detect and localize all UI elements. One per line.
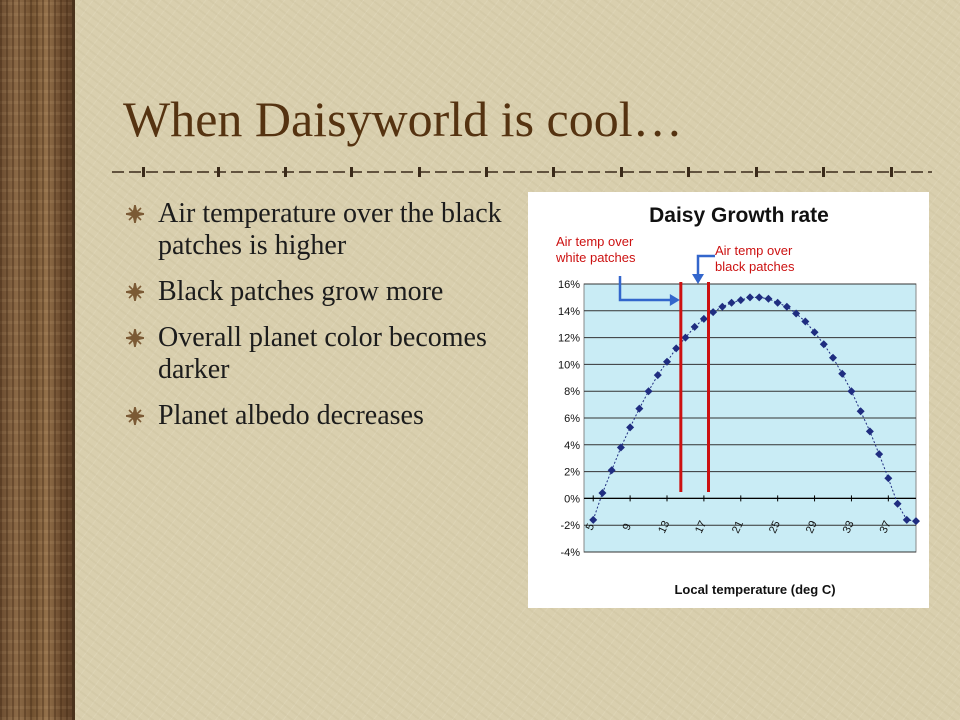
annotation-black-patches: Air temp over (715, 243, 793, 258)
y-tick-label: 16% (558, 279, 580, 291)
annotation-white-patches: white patches (555, 250, 636, 265)
star-bullet-icon (126, 407, 144, 425)
x-tick-label: 21 (730, 519, 746, 535)
data-point (773, 298, 782, 307)
data-point (699, 314, 708, 323)
bullet-list: Air temperature over the black patches i… (120, 198, 520, 446)
data-point (829, 353, 837, 362)
y-tick-label: 10% (558, 359, 580, 371)
data-point (847, 387, 856, 396)
data-point (856, 407, 865, 416)
star-bullet-icon (126, 283, 144, 301)
data-point (801, 317, 810, 326)
data-point (653, 371, 662, 380)
data-point (792, 309, 801, 318)
x-tick-label: 13 (656, 519, 672, 535)
arrowhead-black-patches (692, 274, 704, 284)
data-point (884, 474, 893, 483)
arrow-white-patches (618, 276, 675, 302)
y-tick-label: 4% (564, 440, 580, 452)
data-point (810, 328, 819, 337)
daisy-growth-chart: Daisy Growth rate 16% 14% 12% 10% 8% 6% 4% 2% 0%… (528, 192, 929, 608)
data-point (893, 499, 902, 508)
y-tick-label: 2% (564, 467, 580, 479)
plot-area: 16% 14% 12% 10% 8% 6% 4% 2% 0% -2% -4% 5 9 13 17 21 25 29… (555, 234, 920, 559)
y-tick-label: 0% (564, 493, 580, 505)
data-point (589, 515, 598, 524)
data-point (644, 387, 653, 396)
data-point (616, 443, 625, 452)
x-tick-label: 25 (767, 519, 783, 535)
chart-title: Daisy Growth rate (649, 204, 829, 227)
data-point (764, 294, 773, 303)
bullet-text: Planet albedo decreases (158, 400, 424, 431)
y-tick-label: -2% (560, 520, 580, 532)
data-point (819, 340, 828, 349)
data-point (902, 515, 911, 524)
data-point (865, 427, 874, 436)
chart-svg: Daisy Growth rate 16% 14% 12% 10% 8% 6% 4% 2% 0%… (555, 204, 920, 597)
data-point (718, 302, 727, 311)
x-tick-label: 5 (584, 522, 597, 533)
bullet-item: Black patches grow more (120, 276, 520, 308)
data-point (663, 357, 671, 366)
data-point (912, 517, 920, 526)
slide-title: When Daisyworld is cool… (123, 91, 683, 147)
data-point (875, 450, 884, 459)
annotation-black-patches: black patches (715, 259, 795, 274)
x-axis-label: Local temperature (deg C) (674, 582, 835, 597)
star-bullet-icon (126, 205, 144, 223)
x-tick-label: 9 (621, 522, 634, 533)
x-tick-label: 33 (841, 519, 857, 535)
y-tick-label: 6% (564, 413, 580, 425)
annotation-white-patches: Air temp over (556, 234, 634, 249)
sidebar-edge (72, 0, 75, 720)
data-point (690, 322, 699, 331)
data-point (635, 404, 644, 413)
x-tick-label: 37 (878, 519, 894, 535)
data-point (681, 333, 690, 342)
x-tick-label: 29 (804, 519, 820, 535)
y-tick-label: 14% (558, 306, 580, 318)
data-point (782, 302, 791, 311)
bullet-item: Planet albedo decreases (120, 400, 520, 432)
data-point (736, 296, 745, 305)
data-point (598, 489, 607, 498)
y-tick-label: 12% (558, 333, 580, 345)
arrowhead-white-patches (669, 294, 680, 306)
data-point (727, 298, 736, 307)
arrow-black-patches (696, 254, 715, 276)
data-point (755, 293, 764, 302)
data-point (607, 466, 616, 475)
bullet-text: Overall planet color becomes darker (158, 322, 487, 385)
data-point (672, 344, 681, 353)
series-line (592, 296, 917, 522)
y-tick-label: -4% (560, 547, 580, 559)
bullet-text: Air temperature over the black patches i… (158, 198, 502, 261)
x-tick-label: 17 (693, 519, 709, 535)
title-divider (112, 167, 932, 177)
data-point (709, 308, 718, 317)
wood-sidebar (0, 0, 72, 720)
bullet-item: Air temperature over the black patches i… (120, 198, 520, 262)
bullet-text: Black patches grow more (158, 276, 444, 307)
data-point (626, 423, 635, 432)
data-point (746, 293, 754, 302)
data-point (838, 369, 847, 378)
star-bullet-icon (126, 329, 144, 347)
y-tick-label: 8% (564, 386, 580, 398)
bullet-item: Overall planet color becomes darker (120, 322, 520, 386)
